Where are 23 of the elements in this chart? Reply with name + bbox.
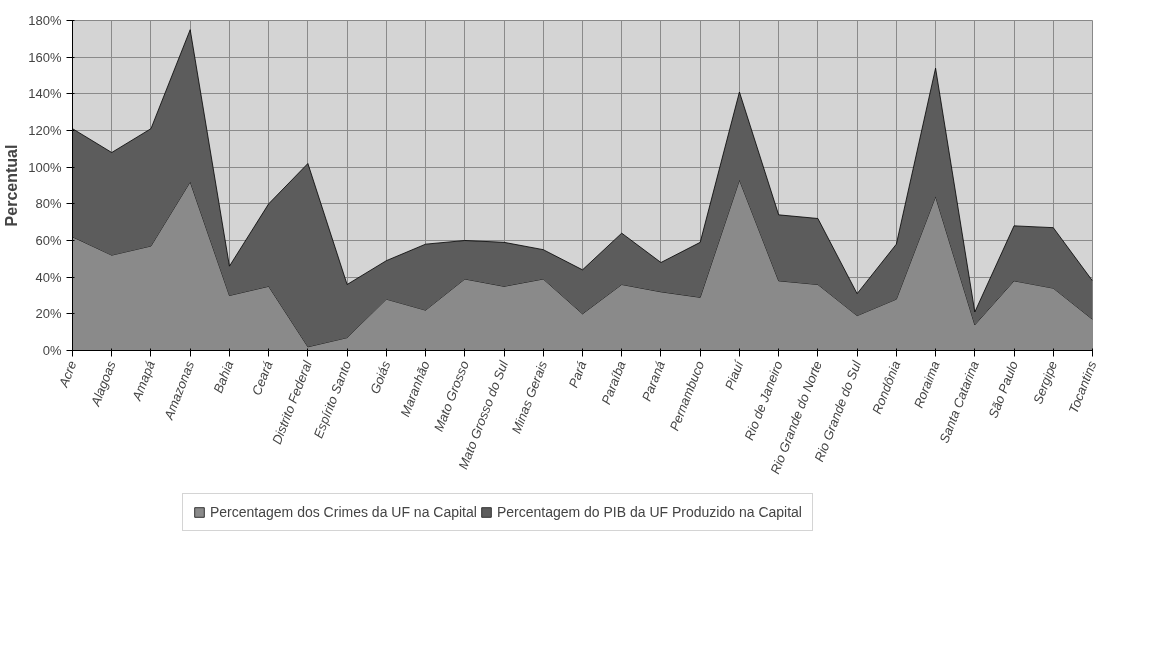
y-tick-label: 180%: [28, 13, 62, 28]
y-tick-label: 20%: [35, 306, 62, 322]
x-tick-label: Piauí: [721, 357, 747, 392]
y-tick-label: 0%: [42, 343, 62, 358]
y-tick-label: 100%: [28, 159, 62, 175]
legend-label: Percentagem do PIB da UF Produzido na Capital: [496, 504, 802, 520]
x-tick-label: Ceará: [248, 358, 276, 398]
x-tick-label: Minas Gerais: [508, 358, 551, 436]
y-tick-label: 80%: [35, 196, 62, 212]
y-tick-label: 40%: [35, 269, 62, 285]
x-tick-label: Bahia: [210, 358, 237, 396]
x-tick-label: Acre: [55, 358, 80, 391]
y-tick-label: 60%: [35, 233, 62, 248]
y-tick-label: 160%: [28, 49, 62, 65]
x-tick-label: Pará: [565, 358, 590, 390]
y-tick-label: 120%: [28, 123, 62, 138]
x-tick-label: Amapá: [128, 358, 158, 404]
x-tick-label: Goiás: [367, 358, 394, 396]
legend-label: Percentagem dos Crimes da UF na Capital: [210, 504, 477, 520]
y-tick-label: 140%: [28, 86, 62, 102]
x-tick-label: São Paulo: [985, 358, 1022, 421]
y-axis-title: Percentual: [3, 144, 21, 227]
x-tick-label: Mato Grosso: [430, 358, 472, 434]
